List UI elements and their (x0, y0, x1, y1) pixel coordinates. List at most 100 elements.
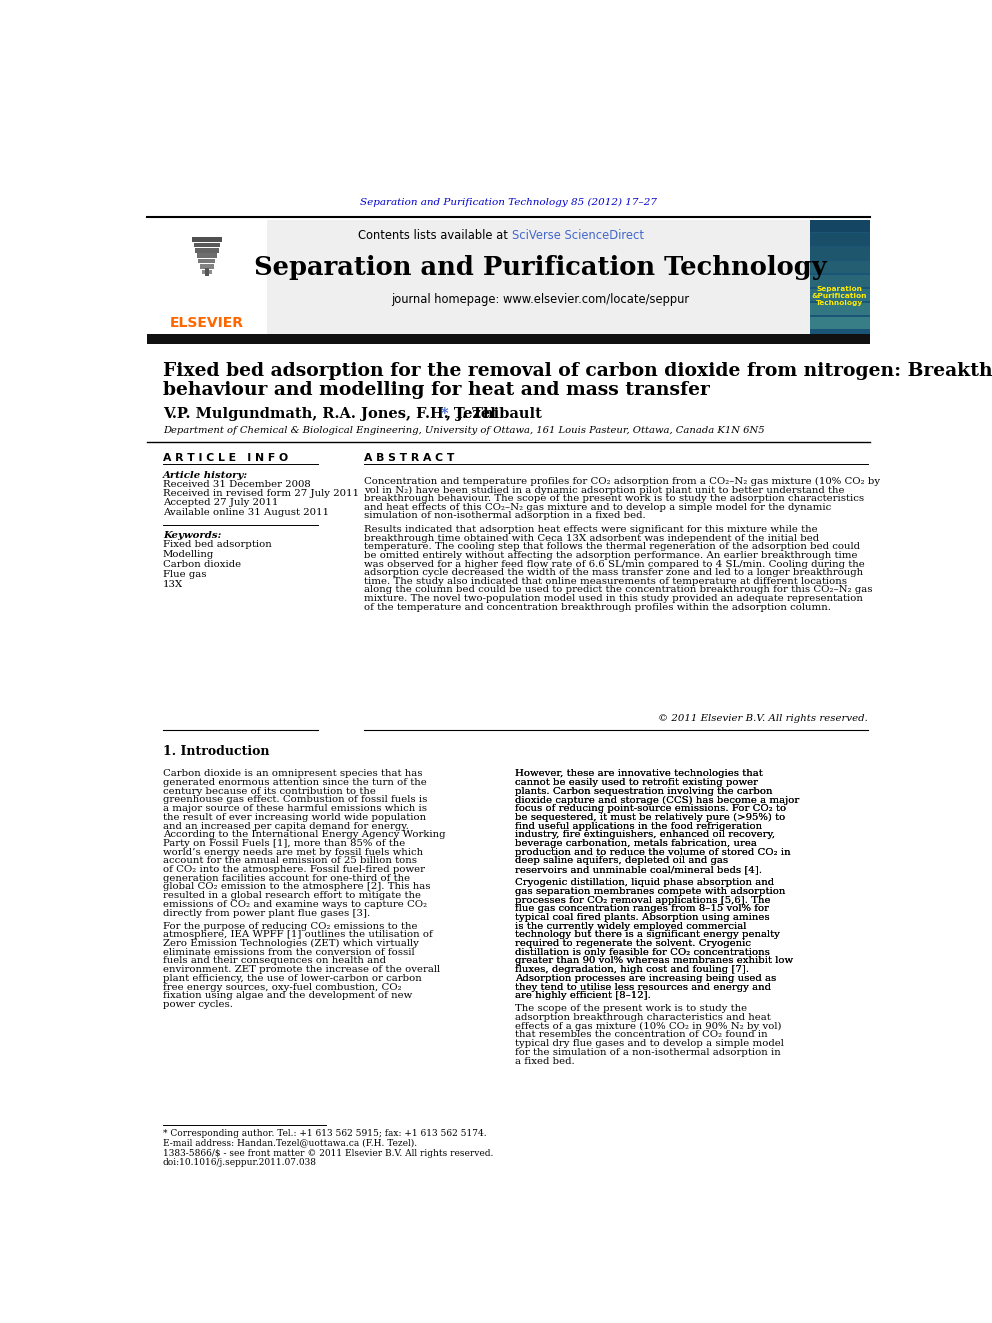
Text: atmosphere, IEA WPFF [1] outlines the utilisation of: atmosphere, IEA WPFF [1] outlines the ut… (163, 930, 433, 939)
Text: typical coal fired plants. Absorption using amines: typical coal fired plants. Absorption us… (516, 913, 770, 922)
Text: beverage carbonation, metals fabrication, urea: beverage carbonation, metals fabrication… (516, 839, 757, 848)
Bar (809, 233, 870, 246)
Text: However, these are innovative technologies that: However, these are innovative technologi… (516, 770, 763, 778)
Text: 1. Introduction: 1. Introduction (163, 745, 269, 758)
Text: along the column bed could be used to predict the concentration breakthrough for: along the column bed could be used to pr… (364, 586, 873, 594)
Text: reservoirs and unminable coal/mineral beds [4].: reservoirs and unminable coal/mineral be… (516, 865, 763, 875)
Text: plants. Carbon sequestration involving the carbon: plants. Carbon sequestration involving t… (516, 787, 773, 795)
Text: Accepted 27 July 2011: Accepted 27 July 2011 (163, 499, 278, 508)
Text: *: * (440, 407, 447, 422)
Text: distillation is only feasible for CO₂ concentrations: distillation is only feasible for CO₂ co… (516, 947, 770, 957)
Text: A B S T R A C T: A B S T R A C T (364, 452, 454, 463)
Text: Article history:: Article history: (163, 471, 248, 480)
Bar (809, 316, 870, 329)
Text: For the purpose of reducing CO₂ emissions to the: For the purpose of reducing CO₂ emission… (163, 922, 418, 930)
Text: A R T I C L E   I N F O: A R T I C L E I N F O (163, 452, 288, 463)
Bar (204, 269, 209, 275)
Text: production and to reduce the volume of stored CO₂ in: production and to reduce the volume of s… (516, 848, 791, 857)
Bar (809, 221, 870, 335)
Bar (809, 261, 870, 274)
Text: E-mail address: Handan.Tezel@uottawa.ca (F.H. Tezel).: E-mail address: Handan.Tezel@uottawa.ca … (163, 1138, 417, 1147)
Text: for the simulation of a non-isothermal adsorption in: for the simulation of a non-isothermal a… (516, 1048, 781, 1057)
Text: distillation is only feasible for CO₂ concentrations: distillation is only feasible for CO₂ co… (516, 947, 770, 957)
Bar (198, 259, 215, 263)
Text: are highly efficient [8–12].: are highly efficient [8–12]. (516, 991, 652, 1000)
Text: Separation and Purification Technology 85 (2012) 17–27: Separation and Purification Technology 8… (360, 198, 657, 208)
Bar (809, 275, 870, 287)
Text: Cryogenic distillation, liquid phase absorption and: Cryogenic distillation, liquid phase abs… (516, 878, 775, 888)
Text: Separation and Purification Technology: Separation and Purification Technology (254, 255, 826, 280)
Text: find useful applications in the food refrigeration: find useful applications in the food ref… (516, 822, 763, 831)
Text: Separation
&Purification
Technology: Separation &Purification Technology (811, 286, 867, 306)
Text: and heat effects of this CO₂–N₂ gas mixture and to develop a simple model for th: and heat effects of this CO₂–N₂ gas mixt… (364, 503, 831, 512)
Text: Adsorption processes are increasing being used as: Adsorption processes are increasing bein… (516, 974, 777, 983)
Text: temperature. The cooling step that follows the thermal regeneration of the adsor: temperature. The cooling step that follo… (364, 542, 860, 552)
Text: Carbon dioxide: Carbon dioxide (163, 560, 241, 569)
Text: fluxes, degradation, high cost and fouling [7].: fluxes, degradation, high cost and fouli… (516, 966, 750, 974)
Text: plants. Carbon sequestration involving the carbon: plants. Carbon sequestration involving t… (516, 787, 773, 795)
Bar (195, 249, 218, 253)
Bar (268, 221, 809, 335)
Text: Fixed bed adsorption: Fixed bed adsorption (163, 540, 272, 549)
Text: account for the annual emission of 25 billion tons: account for the annual emission of 25 bi… (163, 856, 417, 865)
Text: deep saline aquifers, depleted oil and gas: deep saline aquifers, depleted oil and g… (516, 856, 728, 865)
Bar (809, 303, 870, 315)
Text: simulation of non-isothermal adsorption in a fixed bed.: simulation of non-isothermal adsorption … (364, 511, 646, 520)
Text: industry, fire extinguishers, enhanced oil recovery,: industry, fire extinguishers, enhanced o… (516, 831, 776, 839)
Text: greater than 90 vol% whereas membranes exhibit low: greater than 90 vol% whereas membranes e… (516, 957, 794, 966)
Text: resulted in a global research effort to mitigate the: resulted in a global research effort to … (163, 892, 421, 900)
Text: generated enormous attention since the turn of the: generated enormous attention since the t… (163, 778, 427, 787)
Text: they tend to utilise less resources and energy and: they tend to utilise less resources and … (516, 983, 772, 991)
Text: According to the International Energy Agency Working: According to the International Energy Ag… (163, 831, 445, 839)
Bar (809, 247, 870, 259)
Text: doi:10.1016/j.seppur.2011.07.038: doi:10.1016/j.seppur.2011.07.038 (163, 1159, 316, 1167)
Text: flue gas concentration ranges from 8–15 vol% for: flue gas concentration ranges from 8–15 … (516, 904, 770, 913)
Text: * Corresponding author. Tel.: +1 613 562 5915; fax: +1 613 562 5174.: * Corresponding author. Tel.: +1 613 562… (163, 1129, 486, 1138)
Text: Contents lists available at: Contents lists available at (358, 229, 512, 242)
Text: focus of reducing point-source emissions. For CO₂ to: focus of reducing point-source emissions… (516, 804, 787, 814)
Text: is the currently widely employed commercial: is the currently widely employed commerc… (516, 922, 747, 930)
Text: greater than 90 vol% whereas membranes exhibit low: greater than 90 vol% whereas membranes e… (516, 957, 794, 966)
Text: of CO₂ into the atmosphere. Fossil fuel-fired power: of CO₂ into the atmosphere. Fossil fuel-… (163, 865, 425, 875)
Text: century because of its contribution to the: century because of its contribution to t… (163, 787, 376, 795)
Text: fluxes, degradation, high cost and fouling [7].: fluxes, degradation, high cost and fouli… (516, 966, 750, 974)
Text: ELSEVIER: ELSEVIER (170, 316, 244, 329)
Text: © 2011 Elsevier B.V. All rights reserved.: © 2011 Elsevier B.V. All rights reserved… (658, 714, 868, 724)
Text: greenhouse gas effect. Combustion of fossil fuels is: greenhouse gas effect. Combustion of fos… (163, 795, 428, 804)
Text: free energy sources, oxy-fuel combustion, CO₂: free energy sources, oxy-fuel combustion… (163, 983, 402, 991)
Text: production and to reduce the volume of stored CO₂ in: production and to reduce the volume of s… (516, 848, 791, 857)
Bar (147, 333, 870, 344)
Text: beverage carbonation, metals fabrication, urea: beverage carbonation, metals fabrication… (516, 839, 757, 848)
Text: the result of ever increasing world wide population: the result of ever increasing world wide… (163, 812, 426, 822)
Text: be sequestered, it must be relatively pure (>95%) to: be sequestered, it must be relatively pu… (516, 812, 786, 822)
Text: 13X: 13X (163, 579, 183, 589)
Text: Flue gas: Flue gas (163, 570, 206, 579)
Text: power cycles.: power cycles. (163, 1000, 233, 1009)
Text: and an increased per capita demand for energy.: and an increased per capita demand for e… (163, 822, 409, 831)
Text: dioxide capture and storage (CCS) has become a major: dioxide capture and storage (CCS) has be… (516, 795, 800, 804)
Text: Received in revised form 27 July 2011: Received in revised form 27 July 2011 (163, 490, 359, 499)
Text: dioxide capture and storage (CCS) has become a major: dioxide capture and storage (CCS) has be… (516, 795, 800, 804)
Text: Department of Chemical & Biological Engineering, University of Ottawa, 161 Louis: Department of Chemical & Biological Engi… (163, 426, 765, 435)
Text: processes for CO₂ removal applications [5,6]. The: processes for CO₂ removal applications [… (516, 896, 771, 905)
Text: Modelling: Modelling (163, 550, 214, 560)
Text: typical dry flue gases and to develop a simple model: typical dry flue gases and to develop a … (516, 1039, 785, 1048)
Text: deep saline aquifers, depleted oil and gas: deep saline aquifers, depleted oil and g… (516, 856, 728, 865)
Text: journal homepage: www.elsevier.com/locate/seppur: journal homepage: www.elsevier.com/locat… (391, 294, 689, 306)
Text: generation facilities account for one-third of the: generation facilities account for one-th… (163, 873, 410, 882)
Text: global CO₂ emission to the atmosphere [2]. This has: global CO₂ emission to the atmosphere [2… (163, 882, 431, 892)
Text: cannot be easily used to retrofit existing power: cannot be easily used to retrofit existi… (516, 778, 758, 787)
Text: required to regenerate the solvent. Cryogenic: required to regenerate the solvent. Cryo… (516, 939, 751, 949)
Text: Carbon dioxide is an omnipresent species that has: Carbon dioxide is an omnipresent species… (163, 770, 423, 778)
Text: vol in N₂) have been studied in a dynamic adsorption pilot plant unit to better : vol in N₂) have been studied in a dynami… (364, 486, 845, 495)
Text: world’s energy needs are met by fossil fuels which: world’s energy needs are met by fossil f… (163, 848, 423, 857)
Text: a major source of these harmful emissions which is: a major source of these harmful emission… (163, 804, 427, 814)
Text: Concentration and temperature profiles for CO₂ adsorption from a CO₂–N₂ gas mixt: Concentration and temperature profiles f… (364, 476, 880, 486)
Text: fuels and their consequences on health and: fuels and their consequences on health a… (163, 957, 386, 966)
Text: V.P. Mulgundmath, R.A. Jones, F.H. Tezel: V.P. Mulgundmath, R.A. Jones, F.H. Tezel (163, 407, 501, 422)
Bar (201, 270, 212, 274)
Text: directly from power plant flue gases [3].: directly from power plant flue gases [3]… (163, 909, 370, 918)
Text: focus of reducing point-source emissions. For CO₂ to: focus of reducing point-source emissions… (516, 804, 787, 814)
Text: effects of a gas mixture (10% CO₂ in 90% N₂ by vol): effects of a gas mixture (10% CO₂ in 90%… (516, 1021, 782, 1031)
Text: they tend to utilise less resources and energy and: they tend to utilise less resources and … (516, 983, 772, 991)
